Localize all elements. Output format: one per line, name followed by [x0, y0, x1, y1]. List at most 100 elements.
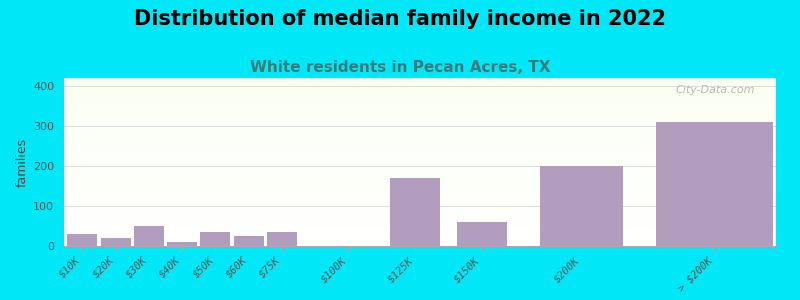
Bar	[64, 79, 776, 80]
Bar	[64, 82, 776, 83]
Bar	[64, 233, 776, 234]
Bar	[64, 211, 776, 212]
Bar	[64, 220, 776, 221]
Bar	[64, 192, 776, 193]
Bar	[64, 205, 776, 206]
Bar	[64, 225, 776, 226]
Bar	[64, 234, 776, 235]
Bar	[64, 198, 776, 199]
Bar	[64, 119, 776, 120]
Bar	[64, 230, 776, 231]
Bar	[390, 178, 440, 246]
Bar	[656, 122, 773, 246]
Bar	[64, 123, 776, 124]
Bar	[64, 83, 776, 84]
Bar	[64, 231, 776, 232]
Bar	[64, 166, 776, 167]
Bar	[64, 161, 776, 162]
Bar	[64, 222, 776, 223]
Bar	[64, 96, 776, 97]
Bar	[64, 149, 776, 150]
Bar	[64, 174, 776, 175]
Bar	[64, 213, 776, 214]
Bar	[64, 215, 776, 216]
Bar	[64, 104, 776, 105]
Bar	[64, 193, 776, 194]
Bar	[64, 121, 776, 122]
Bar	[64, 143, 776, 144]
Bar	[64, 84, 776, 85]
Bar	[64, 184, 776, 185]
Bar	[64, 107, 776, 108]
Bar	[64, 164, 776, 165]
Bar	[64, 142, 776, 143]
Bar	[64, 201, 776, 202]
Bar	[64, 170, 776, 171]
Bar	[64, 91, 776, 92]
Bar	[64, 129, 776, 130]
Bar	[64, 180, 776, 181]
Bar	[64, 197, 776, 198]
Bar	[64, 115, 776, 116]
Bar	[64, 172, 776, 173]
Bar	[64, 216, 776, 217]
Bar	[234, 236, 264, 246]
Bar	[64, 155, 776, 156]
Bar	[64, 240, 776, 241]
Bar	[64, 122, 776, 123]
Bar	[64, 175, 776, 176]
Bar	[64, 237, 776, 238]
Bar	[64, 163, 776, 164]
Bar	[64, 236, 776, 237]
Bar	[64, 194, 776, 195]
Bar	[64, 112, 776, 113]
Bar	[64, 206, 776, 207]
Bar	[64, 116, 776, 117]
Text: City-Data.com: City-Data.com	[675, 85, 754, 95]
Bar	[64, 204, 776, 205]
Bar	[64, 130, 776, 131]
Bar	[64, 140, 776, 141]
Bar	[64, 188, 776, 189]
Bar	[64, 186, 776, 187]
Bar	[64, 78, 776, 79]
Bar	[64, 153, 776, 154]
Bar	[134, 226, 164, 246]
Bar	[64, 102, 776, 103]
Bar	[64, 202, 776, 203]
Bar	[64, 99, 776, 100]
Bar	[64, 137, 776, 138]
Bar	[64, 190, 776, 191]
Bar	[64, 169, 776, 170]
Bar	[64, 158, 776, 159]
Bar	[67, 234, 98, 246]
Bar	[64, 85, 776, 86]
Bar	[64, 176, 776, 177]
Bar	[64, 105, 776, 106]
Bar	[64, 207, 776, 208]
Bar	[64, 183, 776, 184]
Bar	[101, 238, 130, 246]
Bar	[64, 160, 776, 161]
Bar	[64, 178, 776, 179]
Bar	[64, 226, 776, 227]
Bar	[64, 223, 776, 224]
Bar	[64, 221, 776, 222]
Bar	[64, 92, 776, 93]
Bar	[64, 154, 776, 155]
Bar	[64, 145, 776, 146]
Bar	[64, 217, 776, 218]
Bar	[64, 239, 776, 240]
Bar	[64, 131, 776, 132]
Bar	[64, 110, 776, 111]
Bar	[64, 101, 776, 102]
Bar	[64, 185, 776, 186]
Bar	[64, 89, 776, 90]
Bar	[64, 150, 776, 151]
Bar	[64, 159, 776, 160]
Bar	[457, 222, 506, 246]
Bar	[64, 224, 776, 225]
Bar	[64, 189, 776, 190]
Bar	[64, 114, 776, 115]
Bar	[64, 94, 776, 95]
